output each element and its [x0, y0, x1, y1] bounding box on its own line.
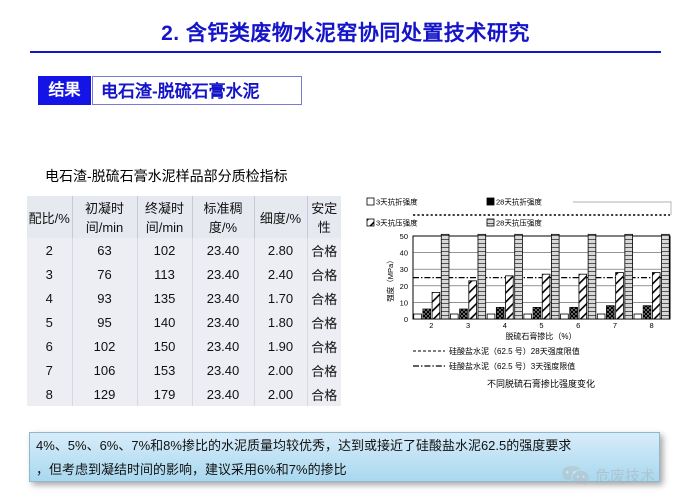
- svg-text:40: 40: [400, 249, 408, 258]
- svg-text:50: 50: [400, 232, 408, 241]
- svg-text:20: 20: [400, 282, 408, 291]
- svg-text:5: 5: [539, 321, 543, 330]
- svg-text:8: 8: [650, 321, 654, 330]
- svg-text:10: 10: [400, 298, 408, 307]
- svg-text:4: 4: [503, 321, 507, 330]
- svg-text:不同脱硫石膏掺比强度变化: 不同脱硫石膏掺比强度变化: [487, 378, 595, 389]
- svg-text:危废技术: 危废技术: [595, 468, 655, 485]
- svg-text:7: 7: [613, 321, 617, 330]
- svg-text:硅酸盐水泥（62.5 号）3天强度限值: 硅酸盐水泥（62.5 号）3天强度限值: [449, 361, 575, 371]
- svg-text:6: 6: [576, 321, 580, 330]
- svg-text:硅酸盐水泥（62.5 号）28天强度限值: 硅酸盐水泥（62.5 号）28天强度限值: [449, 346, 580, 356]
- svg-text:3天抗折强度: 3天抗折强度: [376, 197, 418, 207]
- svg-text:2: 2: [429, 321, 433, 330]
- svg-text:28天抗折强度: 28天抗折强度: [496, 197, 542, 207]
- svg-text:3天抗压强度: 3天抗压强度: [376, 218, 418, 228]
- svg-text:脱硫石膏掺比（%）: 脱硫石膏掺比（%）: [505, 331, 576, 341]
- svg-text:3: 3: [466, 321, 470, 330]
- svg-text:30: 30: [400, 265, 408, 274]
- svg-text:28天抗压强度: 28天抗压强度: [496, 218, 542, 228]
- svg-text:强度（MPa）: 强度（MPa）: [385, 256, 395, 301]
- svg-text:0: 0: [404, 315, 408, 324]
